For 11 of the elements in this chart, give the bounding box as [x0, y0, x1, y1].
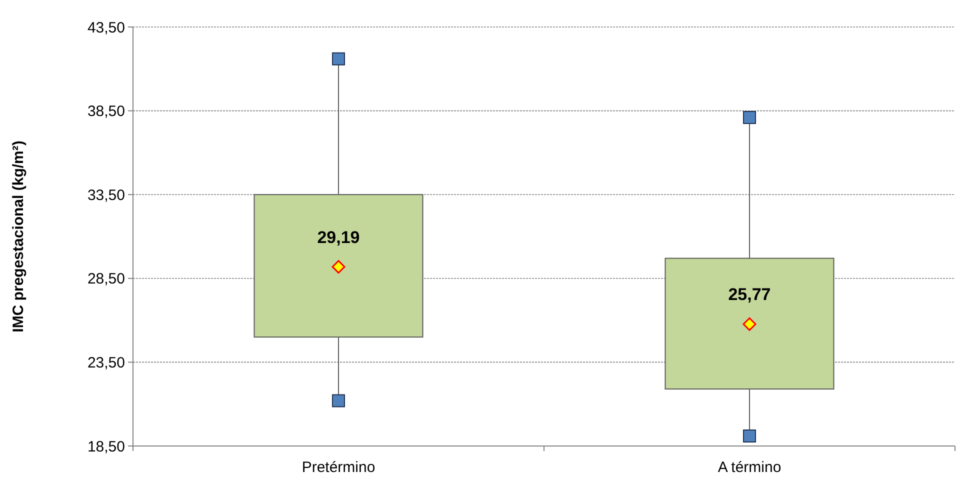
y-tick-label: 28,50: [87, 270, 125, 288]
y-tick-label: 33,50: [87, 186, 125, 204]
y-axis-title: IMC pregestacional (kg/m²): [10, 140, 27, 332]
y-tick-label: 23,50: [87, 354, 125, 372]
x-tick-label: A término: [718, 459, 782, 476]
y-tick-label: 18,50: [87, 438, 125, 456]
annotation: 25,77: [728, 285, 771, 304]
annotation: 29,19: [317, 228, 360, 247]
x-tick-label: Pretérmino: [302, 459, 376, 476]
y-tick-label: 38,50: [87, 103, 125, 120]
y-tick-label: 43,50: [87, 19, 125, 36]
